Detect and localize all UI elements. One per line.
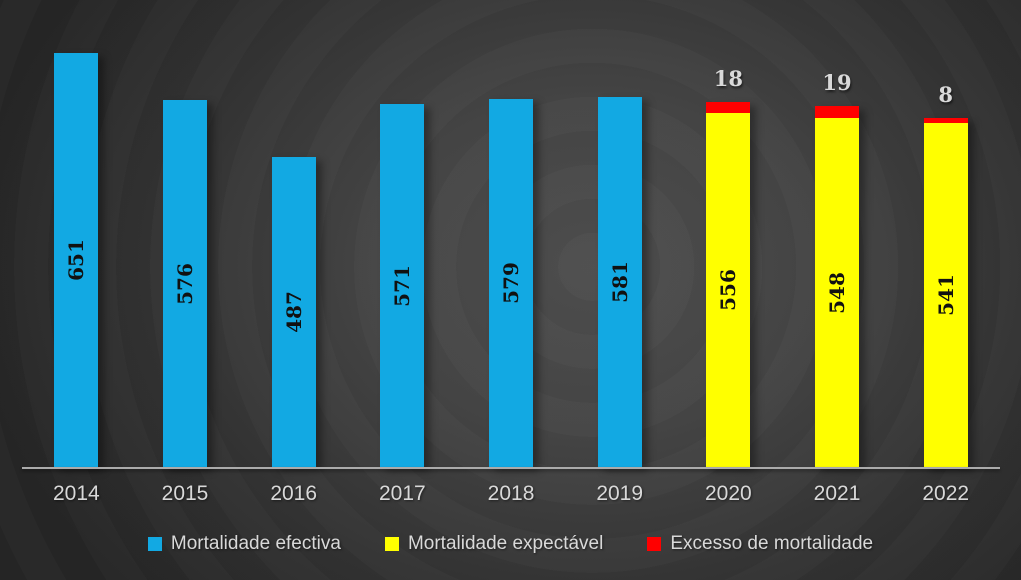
bar-stack-2017: 571	[380, 104, 425, 467]
legend: Mortalidade efectiva Mortalidade expectá…	[0, 532, 1021, 556]
bar-stack-2016: 487	[271, 157, 316, 467]
x-tick-label-2020: 2020	[705, 482, 752, 505]
bar-segment-main-2018: 579	[489, 99, 534, 467]
x-tick-label-2016: 2016	[270, 482, 318, 505]
x-axis-labels: 2014 2015 2016 2017 2018 2019 2020 2021 2022	[22, 481, 1000, 507]
bar-group-2016: 487	[239, 47, 348, 467]
bar-value-label-2021: 548	[825, 271, 850, 314]
bar-value-label-2019: 581	[607, 261, 632, 303]
legend-item-mortalidade-expectavel: Mortalidade expectável	[384, 532, 604, 556]
x-tick-label-2021: 2021	[813, 482, 861, 505]
x-axis-line	[22, 467, 1000, 469]
bar-segment-main-2017: 571	[380, 104, 425, 467]
x-tick-label-2015: 2015	[161, 482, 209, 505]
bar-segment-main-2021: 548	[815, 118, 860, 467]
bar-group-2014: 651	[22, 47, 131, 467]
legend-label-mortalidade-expectavel: Mortalidade expectável	[407, 533, 604, 554]
bar-stack-2014: 651	[54, 53, 99, 467]
bar-segment-main-2020: 556	[706, 113, 751, 467]
x-tick-label-2022: 2022	[922, 482, 970, 505]
bar-value-label-2017: 571	[390, 264, 415, 307]
bar-group-2017: 571	[348, 47, 457, 467]
bar-stack-2018: 579	[489, 99, 534, 467]
bar-segment-excess-2021	[815, 106, 860, 118]
bar-group-2022: 8 541	[891, 47, 1000, 467]
bar-group-2018: 579	[457, 47, 566, 467]
legend-label-mortalidade-efectiva: Mortalidade efectiva	[170, 533, 341, 554]
bar-stack-2022: 541	[923, 118, 968, 467]
bar-value-label-2016: 487	[281, 291, 306, 333]
bar-group-2015: 576	[131, 47, 240, 467]
bar-segment-main-2015: 576	[163, 100, 207, 467]
x-tick-label-2017: 2017	[378, 482, 426, 505]
bar-segment-main-2014: 651	[54, 53, 99, 467]
bar-stack-2019: 581	[597, 97, 642, 467]
bar-stack-2020: 556	[706, 102, 751, 467]
x-tick-label-2018: 2018	[487, 482, 535, 505]
bar-value-label-2020: 556	[716, 269, 741, 311]
bar-segment-excess-2022	[923, 118, 968, 123]
bar-group-2021: 19 548	[783, 47, 892, 467]
bar-stack-2021: 548	[815, 106, 860, 467]
legend-swatch-excesso-de-mortalidade	[647, 537, 662, 551]
bar-segment-main-2016: 487	[271, 157, 316, 467]
bar-value-label-2014: 651	[64, 239, 89, 281]
bar-value-label-2022: 541	[933, 274, 958, 316]
legend-label-excesso-de-mortalidade: Excesso de mortalidade	[670, 533, 874, 554]
legend-item-mortalidade-efectiva: Mortalidade efectiva	[147, 532, 341, 556]
bar-group-2020: 18 556	[674, 47, 783, 467]
bar-stack-2015: 576	[163, 100, 207, 467]
bar-value-label-2018: 579	[499, 262, 524, 304]
excess-value-label-2020: 18	[713, 66, 743, 91]
excess-value-label-2021: 19	[822, 70, 852, 95]
bar-segment-main-2022: 541	[923, 123, 968, 467]
bar-segment-excess-2020	[706, 102, 751, 113]
x-tick-label-2019: 2019	[596, 482, 644, 505]
plot-area: 651 576 487 571 579 581 18 556 19 548 8 541	[22, 47, 1000, 467]
bar-group-2019: 581	[565, 47, 674, 467]
bar-segment-main-2019: 581	[597, 97, 642, 467]
bar-value-label-2015: 576	[173, 262, 197, 305]
legend-swatch-mortalidade-expectavel	[384, 537, 399, 551]
x-tick-label-2014: 2014	[52, 482, 100, 505]
excess-value-label-2022: 8	[938, 82, 954, 107]
legend-item-excesso-de-mortalidade: Excesso de mortalidade	[647, 532, 873, 556]
legend-swatch-mortalidade-efectiva	[147, 537, 162, 551]
